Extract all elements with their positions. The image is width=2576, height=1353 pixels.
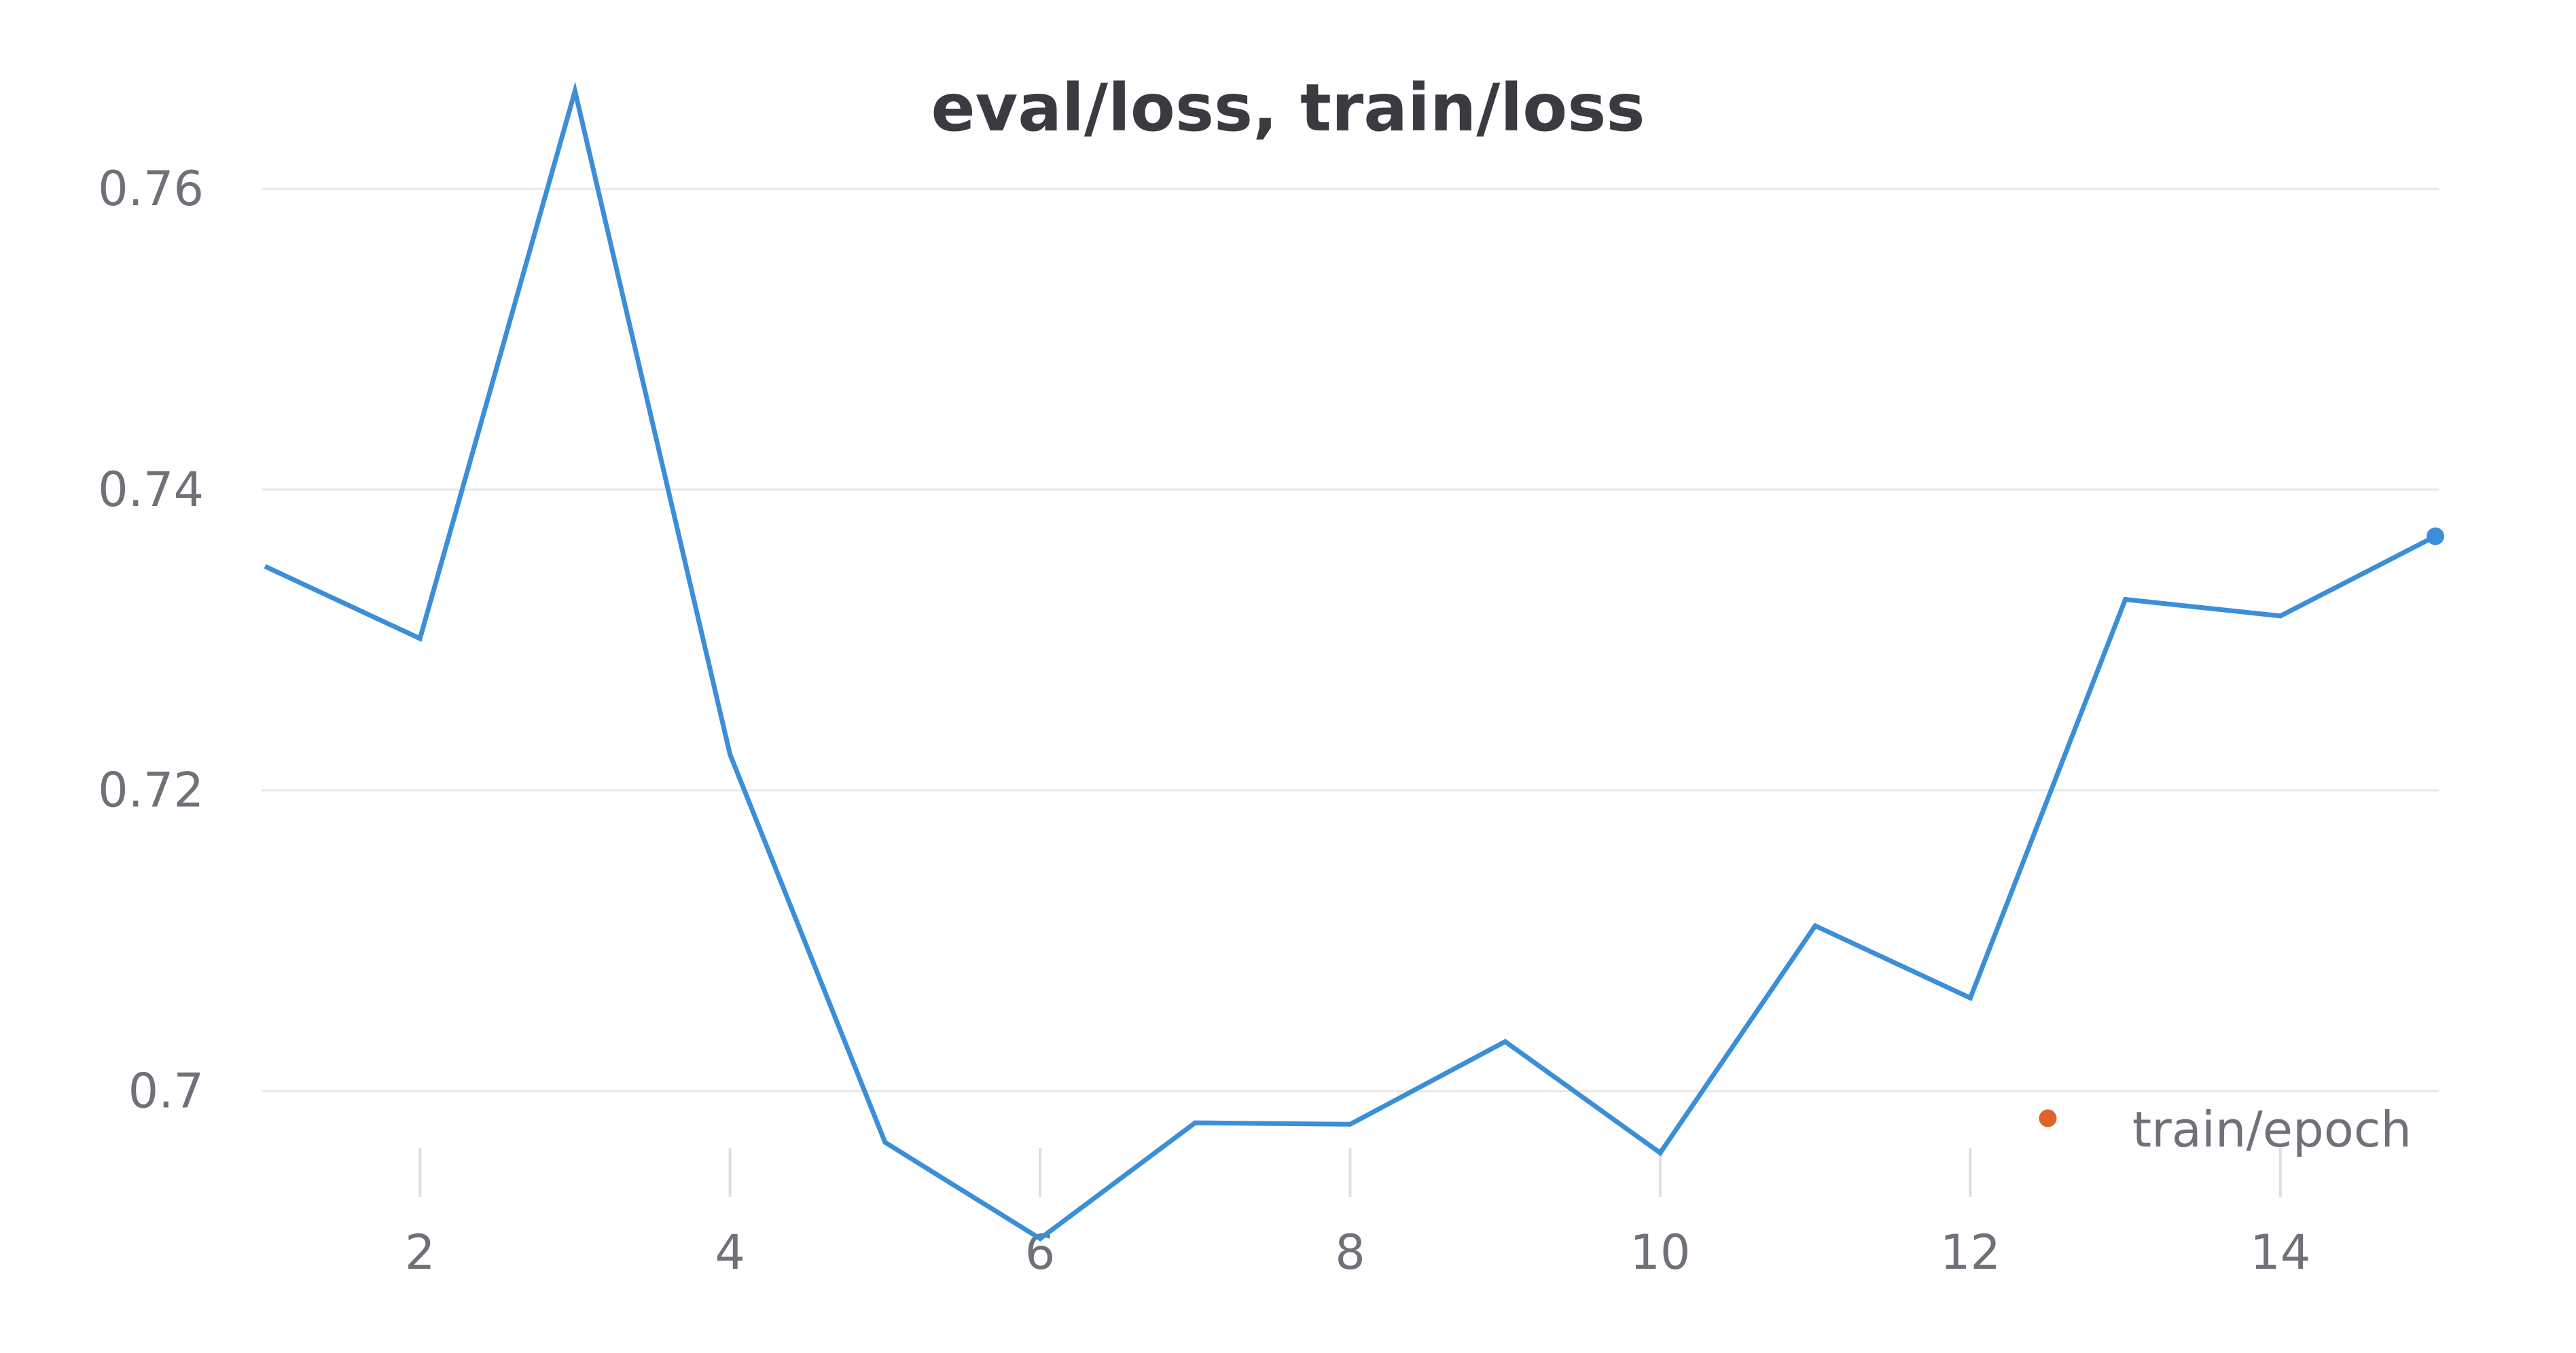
x-axis-label: train/epoch bbox=[2132, 1101, 2412, 1158]
series-layer bbox=[264, 82, 2444, 1242]
x-tick-label: 12 bbox=[1940, 1225, 2001, 1280]
x-tick-label: 4 bbox=[715, 1225, 745, 1280]
series-endpoint-marker bbox=[2427, 527, 2444, 545]
y-tick-label: 0.76 bbox=[98, 161, 204, 217]
y-axis-ticks: 0.7 0.72 0.74 0.76 bbox=[98, 161, 204, 1119]
grid-lines bbox=[262, 187, 2439, 1093]
y-tick-label: 0.72 bbox=[98, 763, 204, 818]
scatter-point bbox=[2039, 1109, 2057, 1128]
x-tick-label: 2 bbox=[405, 1225, 435, 1280]
x-tick-label: 10 bbox=[1630, 1225, 1690, 1280]
chart-title: eval/loss, train/loss bbox=[931, 70, 1645, 146]
y-tick-label: 0.7 bbox=[128, 1064, 204, 1119]
x-axis-ticks: 2 4 6 8 10 12 14 bbox=[405, 1148, 2310, 1280]
x-tick-label: 8 bbox=[1335, 1225, 1365, 1280]
series-line-0 bbox=[264, 82, 2437, 1242]
y-tick-label: 0.74 bbox=[98, 462, 204, 518]
x-tick-label: 14 bbox=[2250, 1225, 2310, 1280]
